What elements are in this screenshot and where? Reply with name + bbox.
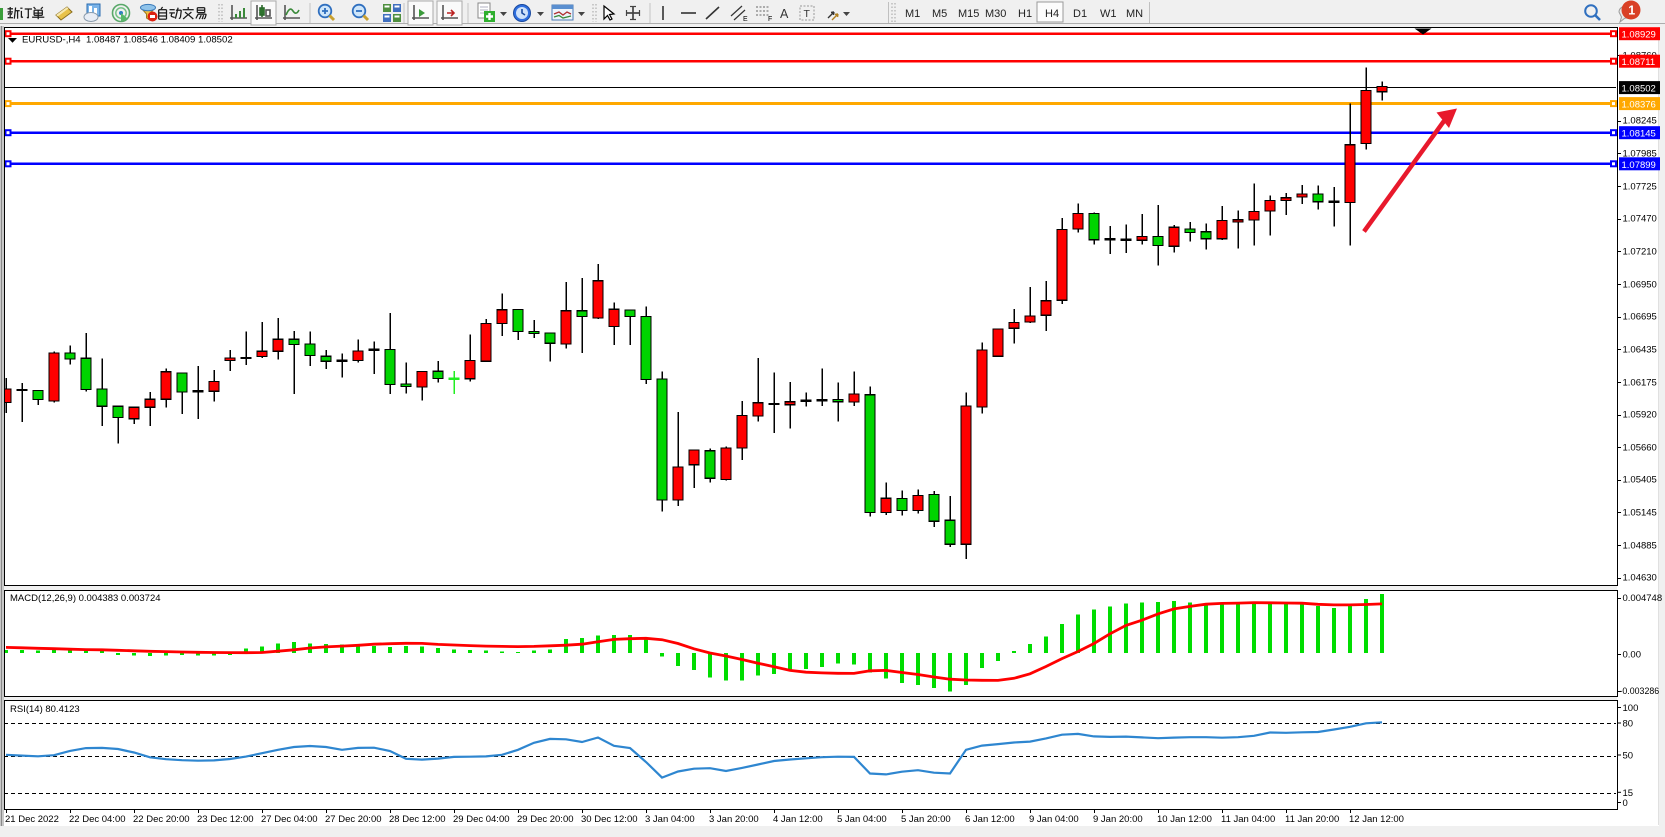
svg-text:28 Dec 12:00: 28 Dec 12:00 xyxy=(389,814,446,825)
svg-text:H1: H1 xyxy=(1018,8,1032,20)
svg-text:1: 1 xyxy=(1628,4,1635,18)
svg-text:1.08929: 1.08929 xyxy=(1622,30,1656,41)
svg-text:M15: M15 xyxy=(958,8,979,20)
svg-text:-0.003286: -0.003286 xyxy=(1620,686,1660,696)
svg-text:1.06175: 1.06175 xyxy=(1623,377,1657,388)
svg-text:M30: M30 xyxy=(985,8,1006,20)
svg-text:1.05405: 1.05405 xyxy=(1623,475,1657,486)
svg-text:1.08145: 1.08145 xyxy=(1622,129,1656,140)
svg-text:22 Dec 20:00: 22 Dec 20:00 xyxy=(133,814,190,825)
svg-text:T: T xyxy=(804,8,811,20)
svg-text:1.07210: 1.07210 xyxy=(1623,247,1657,258)
svg-text:29 Dec 04:00: 29 Dec 04:00 xyxy=(453,814,510,825)
svg-text:M5: M5 xyxy=(932,8,947,20)
svg-text:1.08376: 1.08376 xyxy=(1622,100,1656,111)
svg-text:50: 50 xyxy=(1623,751,1634,762)
svg-text:1.05660: 1.05660 xyxy=(1623,443,1657,454)
svg-text:W1: W1 xyxy=(1100,8,1117,20)
svg-text:9 Jan 04:00: 9 Jan 04:00 xyxy=(1029,814,1079,825)
svg-text:EURUSD-,H4 1.08487 1.08546 1.: EURUSD-,H4 1.08487 1.08546 1.08409 1.085… xyxy=(22,35,233,46)
svg-text:F: F xyxy=(768,16,772,23)
svg-text:11 Jan 20:00: 11 Jan 20:00 xyxy=(1285,814,1339,825)
svg-text:27 Dec 04:00: 27 Dec 04:00 xyxy=(261,814,318,825)
svg-text:15: 15 xyxy=(1623,788,1634,799)
svg-text:1.07899: 1.07899 xyxy=(1622,160,1656,171)
svg-text:100: 100 xyxy=(1623,703,1639,714)
svg-text:4 Jan 12:00: 4 Jan 12:00 xyxy=(773,814,823,825)
svg-text:12 Jan 12:00: 12 Jan 12:00 xyxy=(1349,814,1404,825)
svg-text:1.07985: 1.07985 xyxy=(1623,149,1657,160)
svg-text:1.04885: 1.04885 xyxy=(1623,541,1657,552)
svg-text:1.06695: 1.06695 xyxy=(1623,312,1657,323)
svg-text:80: 80 xyxy=(1623,719,1634,730)
svg-text:A: A xyxy=(780,7,789,21)
svg-text:27 Dec 20:00: 27 Dec 20:00 xyxy=(325,814,382,825)
svg-text:0.00: 0.00 xyxy=(1623,649,1642,660)
svg-text:1.06950: 1.06950 xyxy=(1623,279,1657,290)
svg-text:6 Jan 12:00: 6 Jan 12:00 xyxy=(965,814,1015,825)
svg-text:E: E xyxy=(743,16,748,23)
svg-text:1.08502: 1.08502 xyxy=(1622,83,1656,94)
svg-text:1.05920: 1.05920 xyxy=(1623,410,1657,421)
svg-text:22 Dec 04:00: 22 Dec 04:00 xyxy=(69,814,126,825)
svg-text:RSI(14) 80.4123: RSI(14) 80.4123 xyxy=(10,704,80,715)
svg-text:1.05145: 1.05145 xyxy=(1623,508,1657,519)
svg-text:D1: D1 xyxy=(1073,8,1087,20)
svg-text:1.07725: 1.07725 xyxy=(1623,181,1657,192)
svg-text:30 Dec 12:00: 30 Dec 12:00 xyxy=(581,814,638,825)
svg-text:1.04630: 1.04630 xyxy=(1623,573,1657,584)
svg-text:3 Jan 20:00: 3 Jan 20:00 xyxy=(709,814,759,825)
svg-text:10 Jan 12:00: 10 Jan 12:00 xyxy=(1157,814,1212,825)
svg-text:9 Jan 20:00: 9 Jan 20:00 xyxy=(1093,814,1143,825)
svg-text:23 Dec 12:00: 23 Dec 12:00 xyxy=(197,814,254,825)
svg-text:29 Dec 20:00: 29 Dec 20:00 xyxy=(517,814,574,825)
svg-text:H4: H4 xyxy=(1045,8,1059,20)
svg-text:MN: MN xyxy=(1126,8,1143,20)
svg-text:11 Jan 04:00: 11 Jan 04:00 xyxy=(1221,814,1275,825)
svg-text:1.08245: 1.08245 xyxy=(1623,116,1657,127)
svg-text:5 Jan 04:00: 5 Jan 04:00 xyxy=(837,814,887,825)
svg-text:1.08711: 1.08711 xyxy=(1622,57,1656,68)
svg-text:3 Jan 04:00: 3 Jan 04:00 xyxy=(645,814,695,825)
svg-text:0.004748: 0.004748 xyxy=(1623,593,1663,604)
svg-text:MACD(12,26,9) 0.004383 0.00372: MACD(12,26,9) 0.004383 0.003724 xyxy=(10,593,161,604)
svg-text:1.06435: 1.06435 xyxy=(1623,345,1657,356)
svg-text:5 Jan 20:00: 5 Jan 20:00 xyxy=(901,814,951,825)
svg-text:M1: M1 xyxy=(905,8,920,20)
svg-text:1.07470: 1.07470 xyxy=(1623,214,1657,225)
svg-text:21 Dec 2022: 21 Dec 2022 xyxy=(5,814,59,825)
svg-text:0: 0 xyxy=(1623,798,1628,809)
